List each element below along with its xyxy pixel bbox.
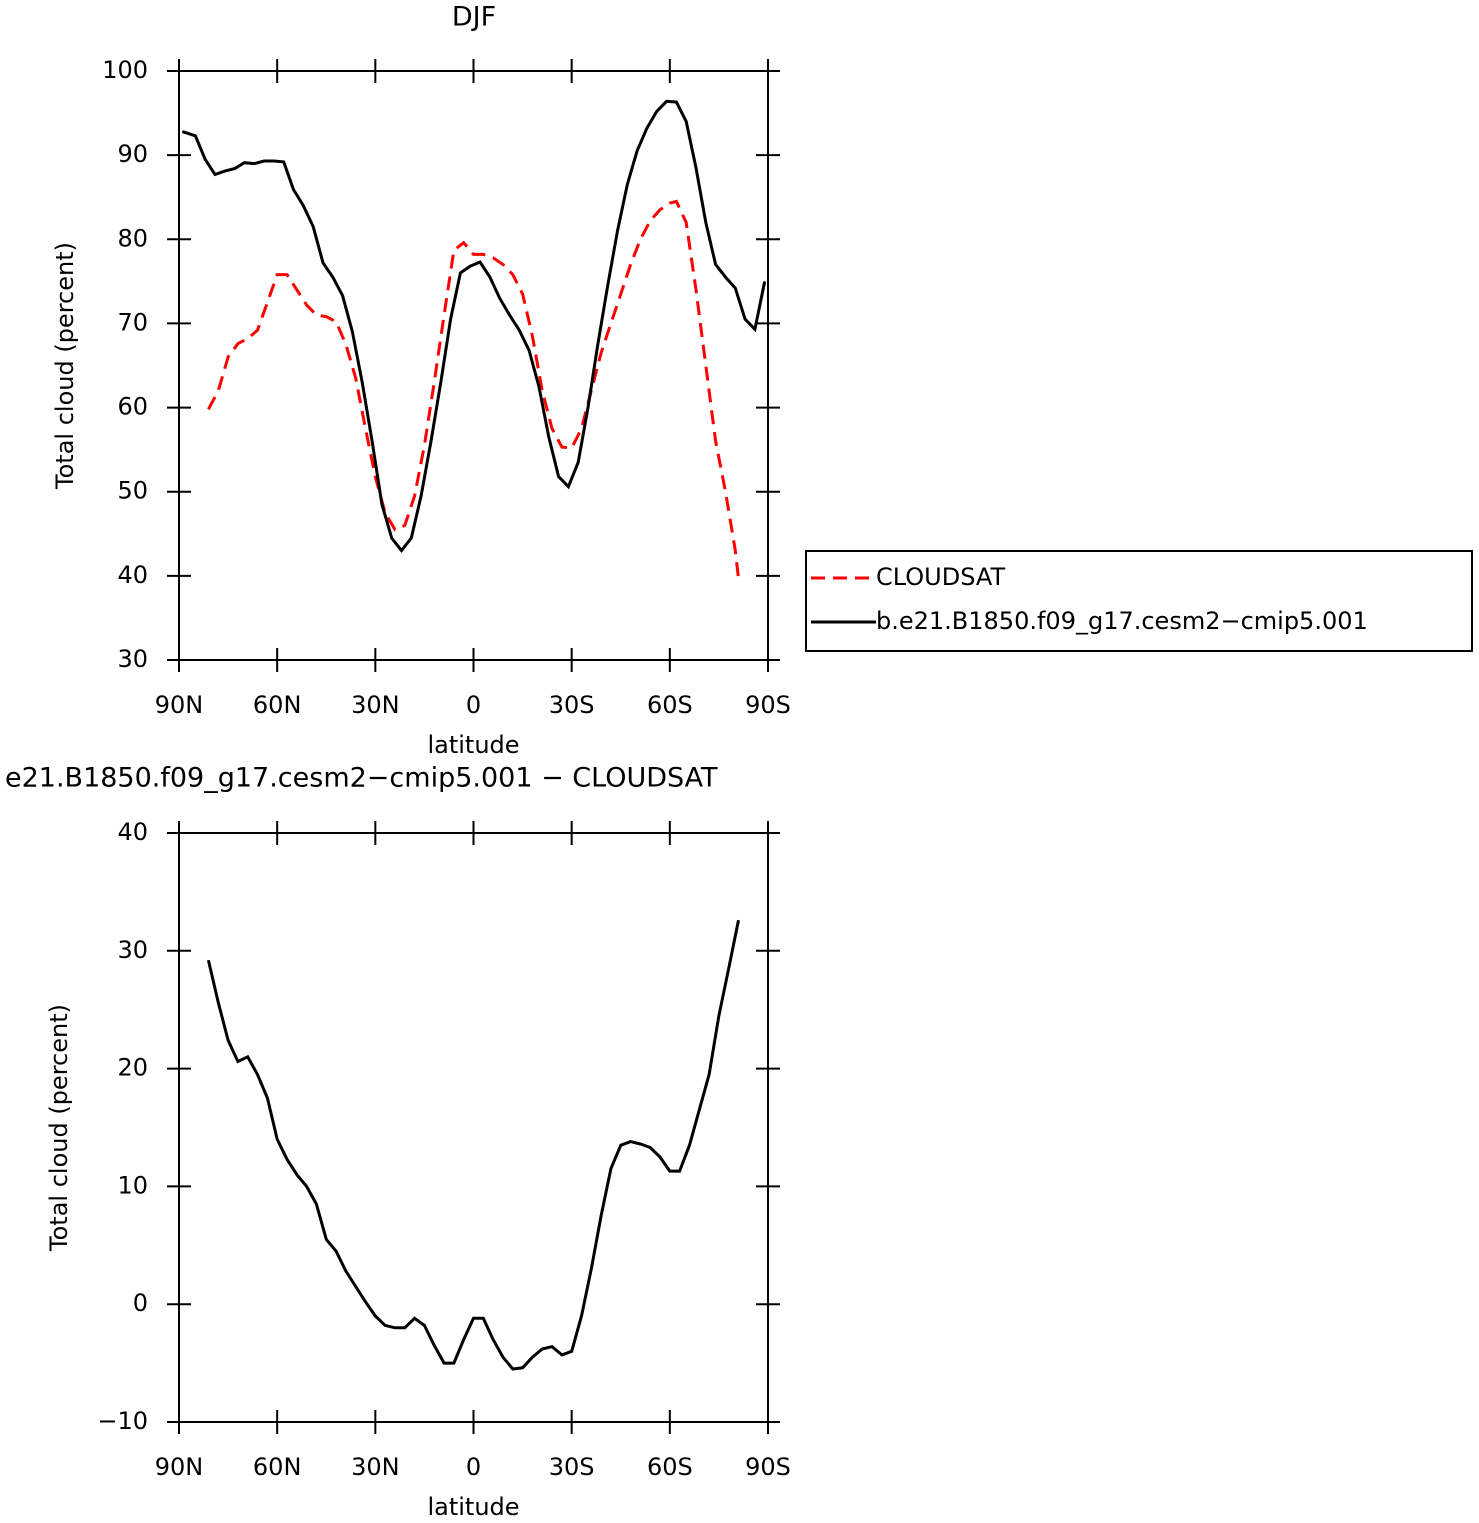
x-tick-label: 60N [253,1453,302,1481]
x-tick-label: 60S [647,691,693,719]
x-tick-label: 30N [351,1453,400,1481]
y-tick-label: 40 [117,818,148,846]
x-tick-label: 30N [351,691,400,719]
y-tick-label: 60 [117,393,148,421]
x-axis-label: latitude [427,1493,519,1521]
x-tick-label: 30S [549,691,595,719]
y-tick-label: 30 [117,936,148,964]
y-tick-label: 100 [102,56,148,84]
x-tick-label: 90N [155,691,204,719]
y-tick-label: 0 [133,1289,148,1317]
x-tick-label: 30S [549,1453,595,1481]
x-axis-label: latitude [427,731,519,759]
plot-frame [178,70,769,661]
x-tick-label: 90S [745,1453,791,1481]
y-tick-label: 40 [117,561,148,589]
y-axis-label: Total cloud (percent) [51,242,79,490]
x-tick-label: 60N [253,691,302,719]
x-tick-label: 0 [466,691,481,719]
x-tick-label: 60S [647,1453,693,1481]
y-tick-label: 30 [117,645,148,673]
y-tick-label: 50 [117,477,148,505]
x-tick-label: 90S [745,691,791,719]
y-tick-label: −10 [97,1407,148,1435]
chart-title: e21.B1850.f09_g17.cesm2−cmip5.001 − CLOU… [5,763,718,794]
legend-box [805,550,1473,652]
y-axis-label: Total cloud (percent) [45,1004,73,1252]
y-tick-label: 20 [117,1054,148,1082]
y-tick-label: 10 [117,1171,148,1199]
x-tick-label: 90N [155,1453,204,1481]
y-tick-label: 70 [117,308,148,336]
y-tick-label: 80 [117,224,148,252]
legend-label: b.e21.B1850.f09_g17.cesm2−cmip5.001 [876,607,1368,635]
x-tick-label: 0 [466,1453,481,1481]
plot-frame [178,832,769,1423]
legend-label: CLOUDSAT [876,563,1005,591]
series-line [206,919,740,1371]
y-tick-label: 90 [117,140,148,168]
series-line [181,99,767,554]
series-line [207,199,740,579]
chart-title: DJF [452,2,496,33]
